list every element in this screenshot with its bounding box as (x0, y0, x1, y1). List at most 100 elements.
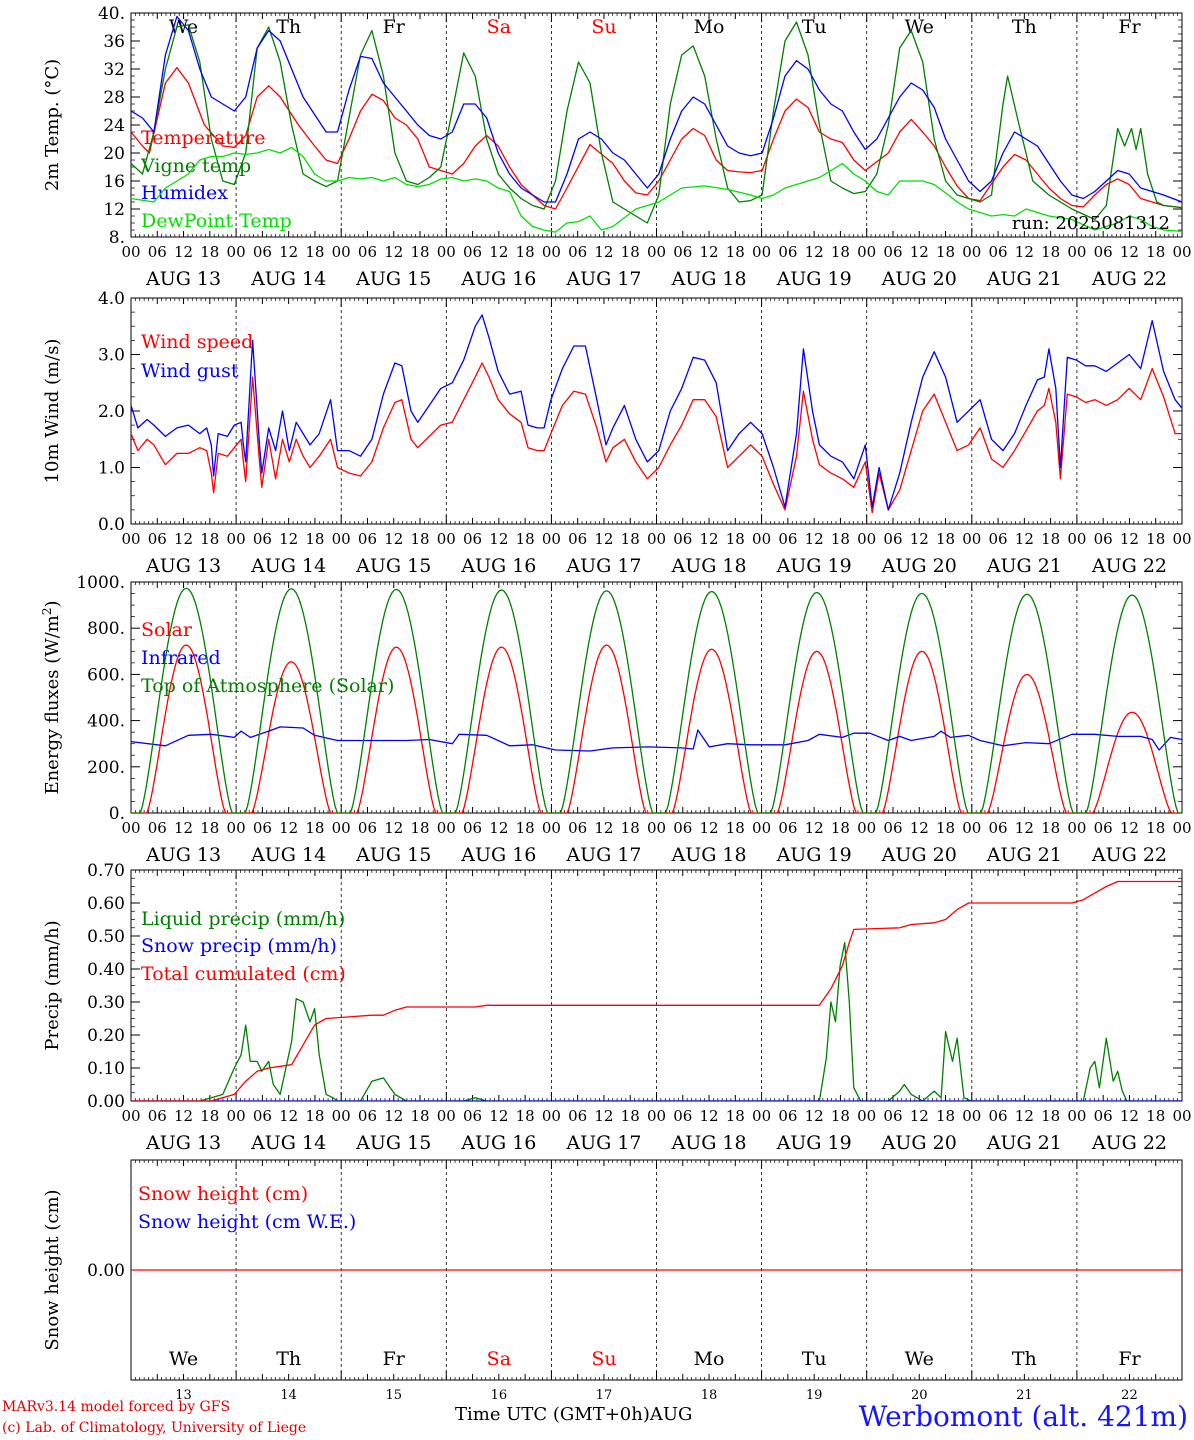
date-label: AUG 15 (355, 555, 431, 577)
y-tick-label: 0.40 (87, 960, 125, 980)
hour-tick-label: 00 (962, 1107, 981, 1125)
day-number-label: 14 (280, 1388, 297, 1403)
hour-tick-label: 18 (936, 819, 955, 837)
hour-tick-label: 18 (726, 530, 745, 548)
weekday-label: Sa (487, 1348, 511, 1370)
hour-tick-label: 06 (673, 1107, 692, 1125)
hour-tick-label: 00 (437, 1107, 456, 1125)
hour-tick-label: 00 (752, 819, 771, 837)
y-axis-label: 2m Temp. (°C) (42, 59, 63, 191)
hour-tick-label: 00 (227, 530, 246, 548)
hour-tick-label: 12 (279, 530, 298, 548)
legend-top-of-atmosphere-solar-: Top of Atmosphere (Solar) (141, 675, 394, 697)
hour-tick-label: 18 (305, 243, 324, 261)
date-label: AUG 20 (881, 844, 957, 866)
hour-tick-label: 12 (594, 1107, 613, 1125)
y-tick-label: 28 (103, 88, 125, 108)
hour-tick-label: 12 (805, 530, 824, 548)
y-tick-label: 0.30 (87, 993, 125, 1013)
hour-tick-label: 00 (227, 243, 246, 261)
legend-wind-gust: Wind gust (141, 360, 239, 382)
hour-tick-label: 18 (726, 819, 745, 837)
hour-tick-label: 12 (489, 1107, 508, 1125)
date-label: AUG 14 (250, 268, 326, 290)
y-tick-label: 800. (87, 619, 125, 639)
date-label: AUG 21 (986, 555, 1062, 577)
weekday-label: Sa (487, 16, 511, 38)
y-tick-label: 40. (98, 4, 125, 24)
hour-tick-label: 18 (410, 1107, 429, 1125)
hour-tick-label: 12 (700, 819, 719, 837)
day-number-label: 19 (806, 1388, 823, 1403)
hour-tick-label: 06 (463, 1107, 482, 1125)
date-label: AUG 22 (1091, 1132, 1167, 1154)
weekday-label: Th (1012, 16, 1037, 38)
hour-tick-label: 06 (883, 530, 902, 548)
hour-tick-label: 00 (962, 243, 981, 261)
y-tick-label: 2.0 (98, 402, 125, 422)
hour-tick-label: 12 (910, 819, 929, 837)
hour-tick-label: 12 (1015, 1107, 1034, 1125)
hour-tick-label: 12 (910, 530, 929, 548)
hour-tick-label: 00 (857, 819, 876, 837)
date-label: AUG 18 (670, 555, 746, 577)
hour-tick-label: 12 (700, 530, 719, 548)
hour-tick-label: 18 (621, 819, 640, 837)
month-label: AUG (649, 1404, 693, 1425)
hour-tick-label: 06 (989, 1107, 1008, 1125)
weekday-label: Mo (694, 1348, 725, 1370)
date-label: AUG 17 (565, 555, 641, 577)
y-tick-label: 0.20 (87, 1026, 125, 1046)
hour-tick-label: 18 (621, 530, 640, 548)
date-label: AUG 18 (670, 268, 746, 290)
date-label: AUG 15 (355, 844, 431, 866)
series-line-total-cumulated-cm- (131, 880, 1182, 1101)
hour-tick-label: 12 (174, 243, 193, 261)
hour-tick-label: 12 (384, 819, 403, 837)
weekday-label: Fr (1118, 1348, 1141, 1370)
hour-tick-label: 12 (594, 243, 613, 261)
y-tick-label: 20 (103, 144, 125, 164)
plot-frame (130, 12, 1183, 238)
hour-tick-label: 12 (805, 819, 824, 837)
date-label: AUG 13 (145, 268, 221, 290)
credit-model: MARv3.14 model forced by GFS (2, 1399, 231, 1415)
legend-humidex: Humidex (141, 182, 228, 204)
legend-dewpoint-temp: DewPoint Temp (141, 210, 292, 232)
hour-tick-label: 18 (410, 530, 429, 548)
hour-tick-label: 12 (174, 530, 193, 548)
day-number-label: 17 (596, 1388, 613, 1403)
day-number-label: 15 (385, 1388, 402, 1403)
hour-tick-label: 12 (1120, 1107, 1139, 1125)
hour-tick-label: 06 (358, 819, 377, 837)
hour-tick-label: 06 (883, 243, 902, 261)
y-tick-label: 0.60 (87, 894, 125, 914)
legend-snow-height-cm-: Snow height (cm) (138, 1183, 308, 1205)
hour-tick-label: 06 (989, 819, 1008, 837)
hour-tick-label: 00 (437, 530, 456, 548)
hour-tick-label: 00 (1067, 819, 1086, 837)
day-number-label: 13 (175, 1388, 192, 1403)
y-tick-label: 600. (87, 665, 125, 685)
panel-energy: 0. 200. 400. 600. 800. 1000. Energy fluxes (W/… (40, 573, 1192, 866)
hour-tick-label: 12 (594, 819, 613, 837)
hour-tick-label: 18 (726, 1107, 745, 1125)
hour-tick-label: 18 (831, 819, 850, 837)
y-tick-label: 0.0 (98, 515, 125, 535)
hour-tick-label: 12 (279, 1107, 298, 1125)
hour-tick-label: 06 (673, 243, 692, 261)
hour-tick-label: 00 (752, 243, 771, 261)
y-tick-label: 0.50 (87, 927, 125, 947)
day-number-label: 16 (491, 1388, 508, 1403)
hour-tick-label: 00 (121, 530, 140, 548)
y-tick-label: 0. (109, 804, 125, 824)
date-label: AUG 16 (460, 268, 536, 290)
hour-tick-label: 00 (121, 243, 140, 261)
weekday-label: Su (591, 1348, 616, 1370)
date-label: AUG 20 (881, 268, 957, 290)
hour-tick-label: 06 (1094, 1107, 1113, 1125)
hour-tick-label: 00 (962, 530, 981, 548)
hour-tick-label: 12 (489, 243, 508, 261)
hour-tick-label: 00 (1172, 1107, 1191, 1125)
weekday-label: Tu (802, 1348, 827, 1370)
